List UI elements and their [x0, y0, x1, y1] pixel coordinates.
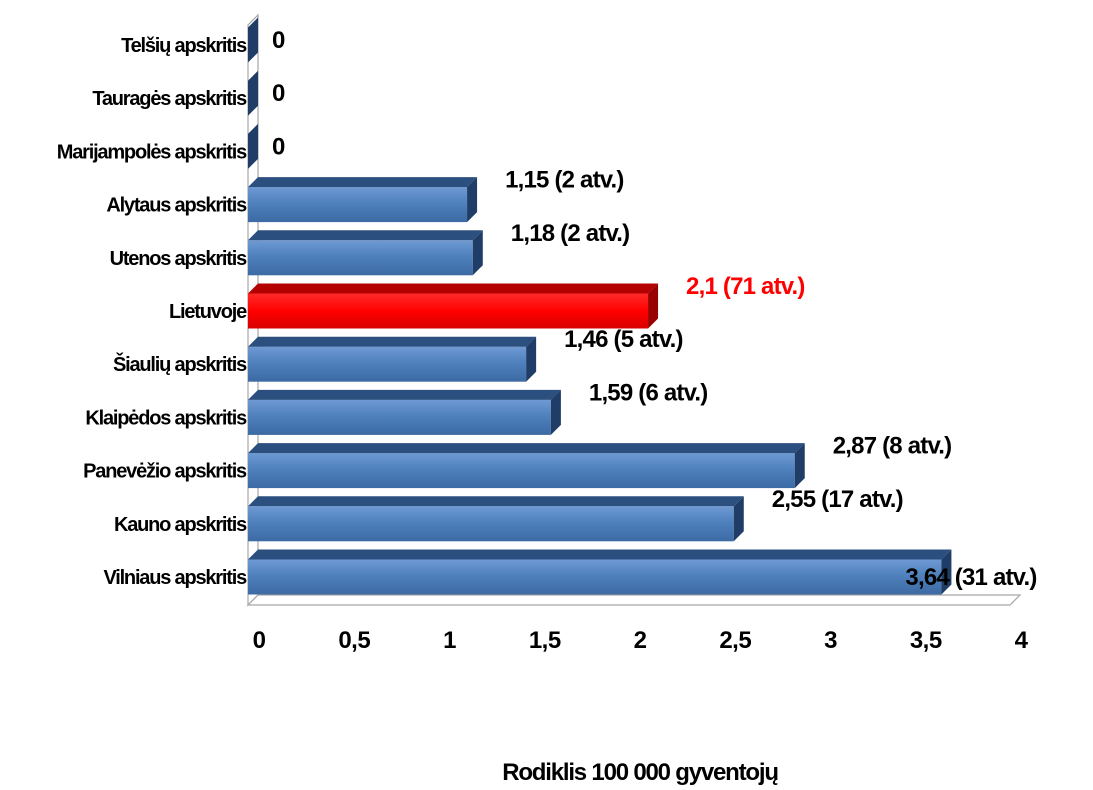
- bar: [248, 230, 483, 276]
- bar-front: [248, 506, 734, 542]
- data-label: 0: [272, 80, 285, 107]
- x-tick-label: 2: [634, 627, 647, 654]
- bar-top: [248, 336, 537, 347]
- x-axis-ticks: 0 0,5 1 1,5 2 2,5 3 3,5 4: [253, 627, 1030, 654]
- category-labels: Vilniaus apskritis Kauno apskritis Panevėž…: [57, 35, 249, 589]
- bar-side: [733, 496, 744, 542]
- x-tick-label: 3: [824, 627, 837, 654]
- category-label: Klaipėdos apskritis: [85, 407, 247, 429]
- bar-side: [941, 549, 952, 595]
- bar-top: [248, 496, 744, 507]
- data-label: 1,59 (6 atv.): [589, 379, 708, 406]
- category-label: Šiaulių apskritis: [113, 352, 247, 376]
- x-axis-title: Rodiklis 100 000 gyventojų: [502, 759, 778, 786]
- bar-top: [248, 549, 952, 560]
- bar-side: [794, 443, 805, 489]
- bar-side: [467, 177, 478, 223]
- data-labels: 3,64 (31 atv.) 2,55 (17 atv.) 2,87 (8 atv.…: [272, 27, 1037, 591]
- bar-top: [248, 230, 483, 241]
- x-tick-label: 1: [443, 627, 456, 654]
- bars: [248, 17, 952, 595]
- bar-side: [248, 17, 258, 63]
- bar-side: [472, 230, 483, 276]
- category-label: Vilniaus apskritis: [103, 567, 247, 589]
- bar: [248, 70, 258, 116]
- data-label: 2,1 (71 atv.): [686, 273, 805, 300]
- bar-side: [648, 283, 659, 329]
- data-label: 2,87 (8 atv.): [833, 433, 952, 460]
- bar: [248, 496, 744, 542]
- x-tick-label: 0,5: [338, 627, 370, 654]
- bar: [248, 17, 258, 63]
- category-label: Kauno apskritis: [114, 514, 247, 536]
- x-tick-label: 1,5: [529, 627, 561, 654]
- bar: [248, 389, 561, 435]
- category-label: Alytaus apskritis: [106, 195, 247, 217]
- data-label: 1,46 (5 atv.): [564, 326, 683, 353]
- category-label: Lietuvoje: [169, 301, 247, 323]
- data-label: 1,15 (2 atv.): [505, 167, 624, 194]
- floor: [246, 594, 1022, 606]
- category-label: Utenos apskritis: [110, 248, 247, 270]
- category-label: Telšių apskritis: [121, 35, 247, 57]
- bar: [248, 443, 805, 489]
- bar-front: [248, 293, 649, 329]
- bar: [248, 549, 952, 595]
- bar-side: [248, 70, 258, 116]
- bar-top: [248, 177, 478, 188]
- bar-side: [526, 336, 537, 382]
- bar-side: [248, 123, 258, 169]
- data-label: 0: [272, 27, 285, 54]
- x-tick-label: 2,5: [719, 627, 751, 654]
- bar-top: [248, 443, 805, 454]
- bar-front: [248, 187, 468, 223]
- category-label: Panevėžio apskritis: [83, 461, 247, 483]
- x-tick-label: 3,5: [910, 627, 942, 654]
- bar-front: [248, 559, 942, 595]
- x-tick-label: 4: [1015, 627, 1029, 654]
- x-tick-label: 0: [253, 627, 266, 654]
- bar-top: [248, 389, 561, 400]
- category-label: Marijampolės apskritis: [57, 141, 247, 163]
- data-label: 1,18 (2 atv.): [511, 220, 630, 247]
- data-label: 0: [272, 133, 285, 160]
- data-label: 3,64 (31 atv.): [905, 564, 1036, 591]
- data-label: 2,55 (17 atv.): [772, 486, 903, 513]
- bar-front: [248, 453, 795, 489]
- bar: [248, 123, 258, 169]
- bar-side: [550, 389, 561, 435]
- bar-top: [248, 283, 659, 294]
- bar-front: [248, 346, 527, 382]
- bar-front: [248, 240, 473, 276]
- bar: [248, 177, 478, 223]
- bar: [248, 336, 537, 382]
- category-label: Tauragės apskritis: [92, 88, 247, 110]
- bar: [248, 283, 659, 329]
- bar-front: [248, 399, 551, 435]
